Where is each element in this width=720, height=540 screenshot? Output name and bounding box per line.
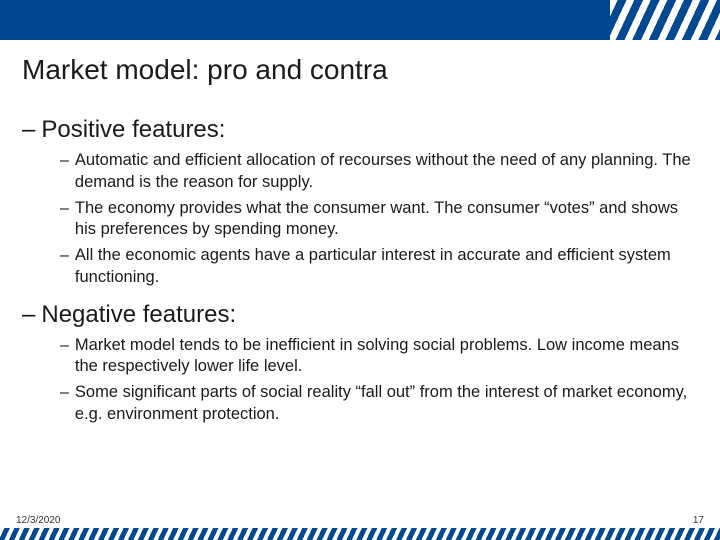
slide-footer: 12/3/2020 17 — [0, 515, 720, 540]
bullet-dash: – — [60, 198, 69, 220]
list-item: – Some significant parts of social reali… — [60, 382, 698, 426]
list-item: – All the economic agents have a particu… — [60, 245, 698, 289]
bottom-band-stripes — [0, 528, 720, 540]
list-item-text: Some significant parts of social reality… — [75, 382, 698, 426]
top-band — [0, 0, 720, 40]
bullet-dash: – — [60, 150, 69, 172]
bullet-dash: – — [60, 245, 69, 267]
negative-list: – Market model tends to be inefficient i… — [60, 335, 698, 426]
footer-date: 12/3/2020 — [16, 515, 61, 526]
footer-page: 17 — [693, 515, 704, 526]
top-band-solid — [0, 0, 610, 40]
section-negative: – Negative features: — [22, 301, 698, 329]
slide-content: – Positive features: – Automatic and eff… — [0, 94, 720, 426]
bullet-dash: – — [60, 382, 69, 404]
list-item: – Automatic and efficient allocation of … — [60, 150, 698, 194]
top-band-stripes — [610, 0, 720, 40]
bullet-dash: – — [60, 335, 69, 357]
list-item: – Market model tends to be inefficient i… — [60, 335, 698, 379]
footer-row: 12/3/2020 17 — [0, 515, 720, 528]
section-positive: – Positive features: — [22, 116, 698, 144]
list-item-text: Automatic and efficient allocation of re… — [75, 150, 698, 194]
section-heading: Negative features: — [41, 301, 236, 329]
list-item: – The economy provides what the consumer… — [60, 198, 698, 242]
list-item-text: All the economic agents have a particula… — [75, 245, 698, 289]
section-heading: Positive features: — [41, 116, 225, 144]
slide-title: Market model: pro and contra — [0, 40, 720, 94]
bullet-dash: – — [22, 118, 35, 142]
list-item-text: The economy provides what the consumer w… — [75, 198, 698, 242]
bullet-dash: – — [22, 303, 35, 327]
positive-list: – Automatic and efficient allocation of … — [60, 150, 698, 289]
list-item-text: Market model tends to be inefficient in … — [75, 335, 698, 379]
